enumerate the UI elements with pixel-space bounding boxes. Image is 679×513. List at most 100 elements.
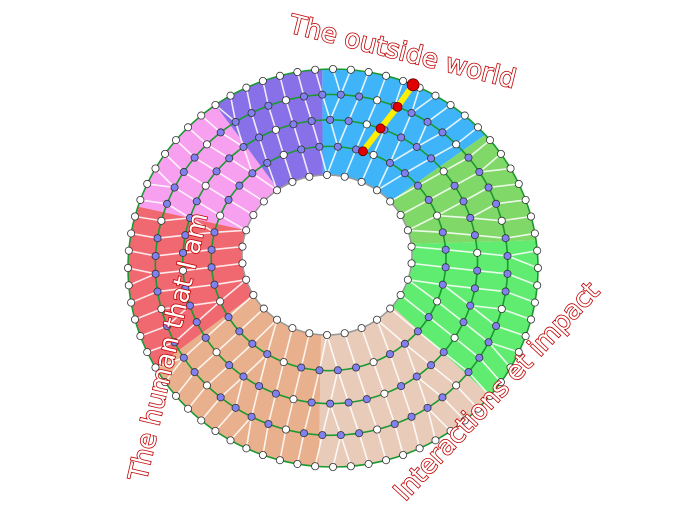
mesh-edge	[238, 185, 265, 203]
mesh-edge	[219, 279, 247, 303]
mesh-edge	[229, 416, 253, 441]
mesh-edge	[206, 364, 230, 386]
boundary-node	[249, 210, 258, 219]
boundary-node	[249, 290, 258, 299]
mesh-edge	[428, 316, 456, 339]
boundary-node	[446, 427, 455, 436]
mesh-edge	[187, 126, 208, 145]
mesh-edge	[314, 434, 324, 467]
mesh-edge	[130, 232, 158, 240]
boundary-node	[496, 378, 505, 387]
boundary-node	[242, 444, 251, 453]
boundary-node	[259, 197, 268, 206]
mesh-edge	[214, 229, 247, 234]
mesh-edge	[360, 154, 375, 183]
mesh-edge	[128, 273, 156, 287]
mesh-edge	[182, 248, 212, 254]
mesh-edge	[337, 120, 350, 148]
mesh-node	[216, 393, 225, 402]
mesh-edge	[441, 396, 466, 421]
mesh-edge	[185, 283, 215, 290]
boundary-node	[396, 210, 405, 219]
mesh-node	[464, 368, 473, 377]
mesh-edge	[329, 94, 342, 121]
mesh-node	[441, 263, 450, 272]
mesh-edge	[366, 398, 378, 430]
boundary-node	[281, 96, 290, 105]
boundary-node	[364, 459, 373, 468]
mesh-edge	[285, 100, 295, 125]
mesh-edge	[279, 75, 287, 101]
mesh-edge	[155, 269, 184, 275]
highlight-node	[392, 101, 403, 112]
boundary-node	[171, 136, 180, 145]
mesh-node	[492, 199, 501, 208]
mesh-edge	[376, 172, 406, 191]
boundary-node	[124, 246, 133, 255]
mesh-node	[459, 197, 468, 206]
mesh-edge	[443, 156, 469, 173]
boundary-node	[346, 462, 355, 471]
mesh-edge	[501, 215, 532, 222]
boundary-node	[202, 381, 211, 390]
mesh-edge	[416, 121, 429, 148]
mesh-node	[210, 228, 219, 237]
mesh-edge	[155, 356, 185, 369]
boundary-node	[242, 83, 251, 92]
highlight-path	[359, 81, 417, 155]
mesh-edge	[416, 376, 429, 409]
mesh-node	[255, 382, 264, 391]
mesh-node	[181, 284, 190, 293]
mesh-edge	[292, 124, 302, 150]
mesh-edge	[358, 432, 370, 465]
boundary-node	[197, 416, 206, 425]
mesh-edge	[206, 143, 230, 160]
boundary-node	[380, 389, 389, 398]
boundary-node	[497, 304, 506, 313]
boundary-node	[403, 226, 412, 235]
mesh-edge	[220, 375, 245, 398]
mesh-edge	[436, 200, 464, 217]
mesh-node	[153, 287, 162, 296]
mesh-edge	[488, 183, 519, 189]
mesh-edge	[310, 370, 321, 403]
mesh-edge	[389, 184, 419, 203]
mesh-node	[247, 109, 256, 118]
mesh-node	[352, 363, 361, 372]
mesh-node	[475, 168, 484, 177]
boundary-node	[407, 259, 416, 268]
mesh-edge	[314, 69, 324, 95]
mesh-node	[385, 158, 394, 167]
boundary-node	[473, 404, 482, 413]
mesh-edge	[442, 284, 471, 307]
mesh-node	[336, 431, 345, 440]
boundary-node	[288, 177, 297, 186]
mesh-edge	[182, 266, 212, 272]
mesh-edge	[245, 87, 253, 114]
mesh-edge	[205, 316, 230, 339]
mesh-edge	[219, 214, 247, 231]
mesh-edge	[216, 330, 240, 353]
boundary-node	[403, 275, 412, 284]
mesh-edge	[340, 434, 352, 467]
mesh-edge	[441, 114, 466, 134]
mesh-edge	[442, 231, 475, 236]
mesh-node	[297, 363, 306, 372]
boundary-node	[136, 195, 145, 204]
boundary-node	[271, 125, 280, 134]
mesh-edge	[211, 262, 243, 269]
boundary-node	[450, 333, 459, 342]
highlight-line	[359, 81, 417, 155]
mesh-edge	[507, 255, 539, 269]
mesh-edge	[266, 162, 278, 191]
mesh-edge	[189, 217, 215, 234]
mesh-edge	[258, 353, 269, 387]
ring-0	[241, 174, 413, 336]
mesh-node	[170, 183, 179, 192]
mesh-edge	[155, 252, 184, 257]
sector-1	[390, 134, 536, 244]
mesh-edge	[196, 200, 221, 217]
mesh-node	[299, 92, 308, 101]
mesh-edge	[329, 119, 339, 147]
boundary-node	[521, 332, 530, 341]
